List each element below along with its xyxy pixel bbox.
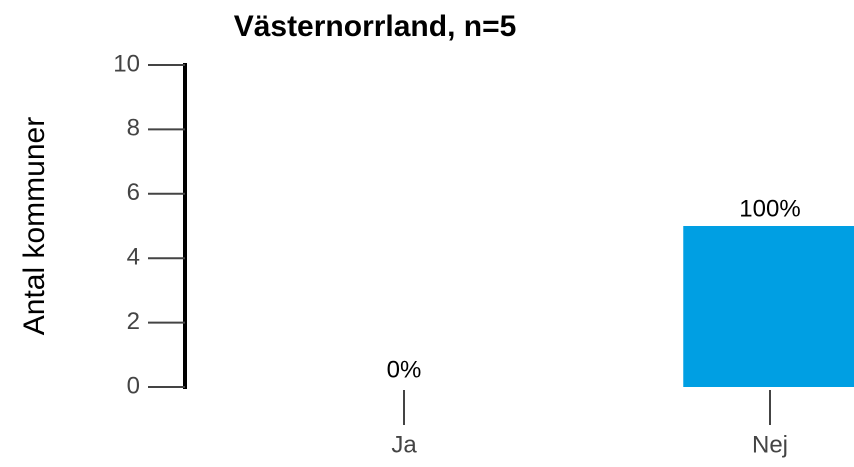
y-tick-label: 10 bbox=[113, 50, 140, 77]
y-tick-label: 8 bbox=[127, 115, 140, 142]
x-tick-label: Ja bbox=[391, 431, 417, 458]
x-tick-label: Nej bbox=[752, 431, 788, 458]
y-tick-label: 0 bbox=[127, 372, 140, 399]
y-axis-label: Antal kommuner bbox=[18, 117, 51, 335]
y-tick-label: 6 bbox=[127, 179, 140, 206]
y-tick-label: 4 bbox=[127, 244, 140, 271]
chart-title: Västernorrland, n=5 bbox=[234, 10, 517, 43]
y-tick-label: 2 bbox=[127, 308, 140, 335]
value-label: 100% bbox=[739, 195, 800, 222]
value-label: 0% bbox=[387, 356, 422, 383]
bar bbox=[683, 226, 854, 387]
